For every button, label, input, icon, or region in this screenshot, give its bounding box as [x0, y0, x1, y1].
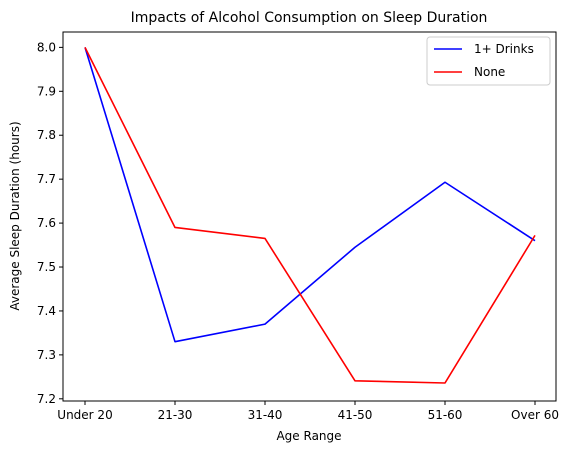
- plot-frame: [62, 31, 557, 402]
- y-tick-label-7-2: 7.2: [37, 392, 56, 406]
- x-tick-label-31-40: 31-40: [248, 408, 283, 422]
- series-line-1-plus-drinks: [84, 47, 536, 343]
- legend-label-1-plus-drinks: 1+ Drinks: [474, 42, 534, 56]
- y-tick-label-7-4: 7.4: [37, 304, 56, 318]
- x-tick-label-under-20: Under 20: [57, 408, 112, 422]
- y-tick-label-7-8: 7.8: [37, 128, 56, 142]
- x-tick-label-41-50: 41-50: [338, 408, 373, 422]
- y-axis: 7.2 7.3 7.4 7.5 7.6 7.7 7.8 7.9 8.0: [37, 40, 63, 406]
- series-layer: [84, 47, 536, 384]
- y-tick-label-7-5: 7.5: [37, 260, 56, 274]
- plot-area: [63, 32, 556, 401]
- y-axis-label: Average Sleep Duration (hours): [8, 121, 22, 310]
- series-line-none: [84, 47, 536, 384]
- x-axis: Under 20 21-30 31-40 41-50 51-60 Over 60: [57, 401, 559, 422]
- y-tick-label-7-3: 7.3: [37, 348, 56, 362]
- legend-label-none: None: [474, 65, 505, 79]
- y-tick-label-7-7: 7.7: [37, 172, 56, 186]
- y-tick-label-7-9: 7.9: [37, 84, 56, 98]
- chart-title: Impacts of Alcohol Consumption on Sleep …: [131, 10, 488, 26]
- x-tick-label-51-60: 51-60: [428, 408, 463, 422]
- x-tick-label-over-60: Over 60: [511, 408, 559, 422]
- x-tick-label-21-30: 21-30: [158, 408, 193, 422]
- legend: 1+ Drinks None: [426, 36, 551, 86]
- y-tick-label-8-0: 8.0: [37, 40, 56, 54]
- y-tick-label-7-6: 7.6: [37, 216, 56, 230]
- x-axis-label: Age Range: [276, 429, 341, 443]
